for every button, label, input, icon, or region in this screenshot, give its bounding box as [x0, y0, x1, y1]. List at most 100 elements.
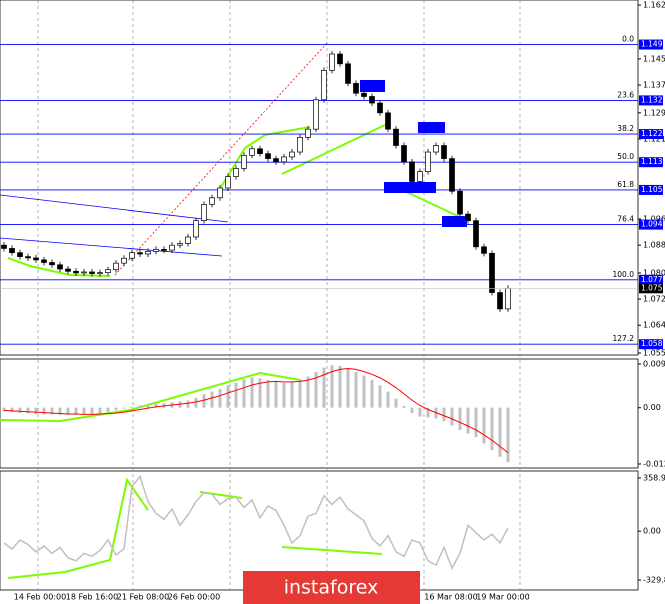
candle	[345, 63, 351, 84]
candle	[249, 148, 255, 156]
candle	[177, 243, 183, 246]
fib-level-price: 1.1328	[641, 95, 665, 104]
candle	[9, 248, 15, 254]
histogram-bar	[202, 394, 206, 408]
histogram-bar	[474, 407, 478, 438]
y-tick-label: 1.1620	[643, 1, 665, 10]
histogram-bar	[282, 382, 286, 408]
fib-level-name: 38.2	[617, 124, 634, 133]
histogram-bar	[186, 400, 190, 408]
watermark: instaforex	[284, 577, 379, 599]
histogram-bar	[306, 376, 310, 408]
price-box	[639, 95, 663, 106]
histogram-bar	[42, 407, 46, 415]
candle	[161, 249, 167, 251]
cci-line	[3, 474, 509, 570]
y-tick-label: 1.1455	[643, 54, 665, 63]
histogram-bar	[34, 407, 38, 414]
histogram-bar	[322, 367, 326, 408]
candle	[225, 176, 231, 189]
x-tick-label: 18 Feb 16:00	[66, 593, 118, 602]
candle	[65, 268, 71, 272]
candle	[433, 145, 439, 153]
y-tick-label: 0.00	[643, 527, 661, 536]
candle	[353, 83, 359, 94]
histogram-bar	[106, 407, 110, 413]
price-box	[639, 39, 663, 50]
histogram-bar	[402, 405, 406, 408]
price-box	[639, 157, 663, 168]
histogram-bar	[298, 379, 302, 408]
candle	[361, 92, 367, 97]
histogram-bar	[362, 375, 366, 408]
candle	[401, 145, 407, 163]
candle	[497, 292, 503, 310]
y-tick-label: 1.0640	[643, 321, 665, 330]
divergence-line	[7, 257, 111, 277]
candle	[145, 251, 151, 255]
candle	[369, 96, 375, 104]
fib-level-name: 50.0	[617, 152, 634, 161]
y-tick-label: 1.0800	[643, 268, 665, 277]
x-tick-label: 14 Feb 00:00	[14, 593, 66, 602]
candle	[217, 187, 223, 199]
last-price: 1.0753	[641, 283, 665, 292]
fib-level-name: 61.8	[617, 180, 634, 189]
histogram-bar	[354, 372, 358, 408]
y-tick-label: 358.9934	[643, 474, 665, 483]
trend-line	[0, 237, 223, 257]
candle	[257, 148, 263, 155]
price-panel	[0, 0, 639, 356]
histogram-bar	[266, 380, 270, 408]
histogram-bar	[442, 407, 446, 422]
y-tick-label: 1.1290	[643, 108, 665, 117]
y-tick-label: 1.0885	[643, 241, 665, 250]
x-tick-label: 21 Feb 08:00	[117, 593, 169, 602]
candle	[209, 197, 215, 205]
histogram-bar	[122, 407, 126, 409]
price-box	[639, 274, 663, 285]
histogram-bar	[378, 385, 382, 408]
marker-box	[384, 182, 436, 193]
signal-line	[3, 367, 509, 454]
candle	[473, 220, 479, 248]
macd-panel	[0, 358, 639, 469]
histogram-bar	[370, 380, 374, 408]
candle	[185, 236, 191, 244]
fib-level-name: 23.6	[617, 90, 634, 99]
y-tick-label: 0.00	[643, 403, 661, 412]
histogram-bar	[130, 406, 134, 408]
candle	[305, 128, 311, 138]
histogram-bar	[418, 407, 422, 417]
divergence-line	[281, 546, 383, 555]
histogram-bar	[394, 398, 398, 408]
candle	[137, 252, 143, 255]
y-tick-label: 0.00981	[643, 360, 665, 369]
candle	[113, 262, 119, 271]
divergence-line	[281, 124, 386, 175]
histogram-bar	[490, 407, 494, 451]
fib-level-price: 1.1225	[641, 129, 665, 138]
candle	[377, 102, 383, 114]
candle	[465, 213, 471, 222]
histogram-bar	[506, 407, 510, 463]
y-tick-label: 1.0965	[643, 215, 665, 224]
candle	[25, 256, 31, 259]
marker-box	[418, 122, 445, 133]
histogram-bar	[74, 407, 78, 415]
candle	[33, 257, 39, 261]
fib-level-price: 1.1054	[641, 185, 665, 194]
histogram-bar	[450, 407, 454, 426]
candle	[329, 53, 335, 71]
candle	[121, 257, 127, 264]
logo-banner	[243, 571, 420, 604]
histogram-bar	[258, 378, 262, 408]
y-tick-label: 1.1375	[643, 81, 665, 90]
candle	[385, 112, 391, 130]
histogram-bar	[82, 407, 86, 415]
histogram-bar	[234, 382, 238, 408]
fib-level-price: 1.1499	[641, 40, 665, 49]
price-box	[639, 129, 663, 140]
candle	[321, 70, 327, 101]
candle	[489, 252, 495, 293]
